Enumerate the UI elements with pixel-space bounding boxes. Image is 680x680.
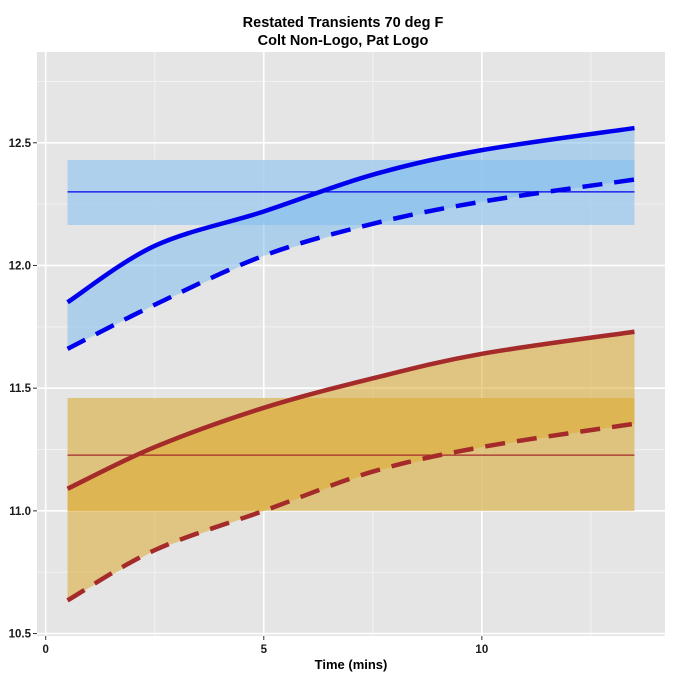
y-tick-label: 11.5 xyxy=(9,383,31,395)
x-axis-label: Time (mins) xyxy=(315,657,388,672)
x-tick-label: 10 xyxy=(475,644,488,656)
x-tick-label: 5 xyxy=(261,644,268,656)
axes: 10.5 11.0 11.5 12.0 12.5 0 5 10 xyxy=(9,138,489,656)
x-tick-label: 0 xyxy=(43,644,49,656)
series-line-colt-non-logo-dashed xyxy=(66,177,635,351)
y-tick-label: 10.5 xyxy=(9,629,32,641)
ribbons xyxy=(67,128,635,601)
chart-title: Restated Transients 70 deg F xyxy=(243,15,444,31)
ribbon-pat-logo xyxy=(67,331,635,601)
chart-subtitle: Colt Non-Logo, Pat Logo xyxy=(258,33,429,49)
series-line-colt-non-logo-solid xyxy=(66,125,635,305)
series-line-pat-logo-solid xyxy=(66,329,635,491)
y-tick-label: 11.0 xyxy=(9,506,31,518)
ribbon-colt-non-logo xyxy=(67,128,635,349)
y-tick-label: 12.0 xyxy=(9,260,31,272)
series-lines xyxy=(66,125,635,603)
reference-lines xyxy=(67,191,635,456)
y-tick-label: 12.5 xyxy=(9,138,32,150)
